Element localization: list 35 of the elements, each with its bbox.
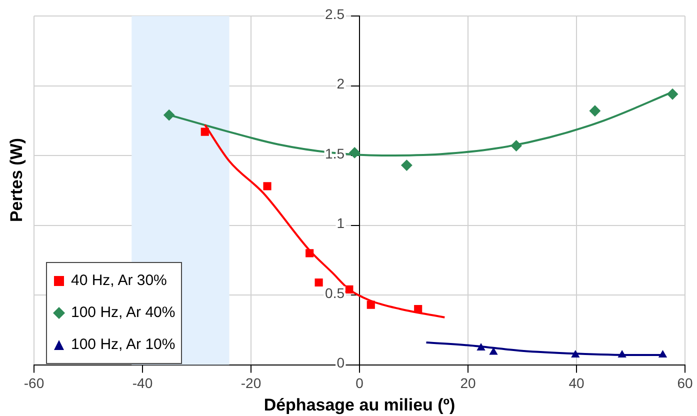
point: [571, 350, 580, 358]
x-tick-label: 60: [677, 375, 693, 392]
y-tick-label: 2: [336, 76, 345, 92]
x-tick-label: -40: [132, 375, 153, 392]
y-tick-label: 1: [336, 215, 345, 232]
point: [510, 140, 522, 152]
point: [618, 350, 626, 358]
point: [401, 160, 412, 171]
x-axis-title: Déphasage au milieu (º): [264, 395, 456, 414]
point: [477, 344, 485, 351]
legend-label: 40 Hz, Ar 30%: [71, 271, 167, 291]
x-tick-label: 0: [356, 375, 364, 392]
point: [667, 88, 678, 100]
y-tick-label: 0.5: [325, 284, 345, 301]
y-tick-label: 2.5: [325, 6, 345, 22]
x-tick-label: 20: [460, 375, 476, 392]
point: [589, 105, 600, 116]
line-series: [204, 124, 446, 318]
x-tick-label: 40: [568, 375, 584, 392]
legend-label: 100 Hz, Ar 40%: [71, 303, 176, 323]
point: [658, 350, 667, 358]
point: [349, 147, 360, 158]
y-axis-title: Pertes (W): [7, 136, 27, 224]
point: [490, 348, 498, 355]
point: [263, 182, 272, 190]
x-tick-label: -60: [24, 375, 44, 392]
point: [345, 285, 354, 294]
point: [200, 128, 209, 136]
point: [164, 110, 175, 121]
point: [306, 249, 314, 258]
x-tick-label: -20: [240, 375, 262, 392]
point: [314, 278, 323, 287]
point: [414, 304, 422, 314]
point: [366, 300, 375, 309]
legend-label: 100 Hz, Ar 10%: [71, 335, 176, 355]
